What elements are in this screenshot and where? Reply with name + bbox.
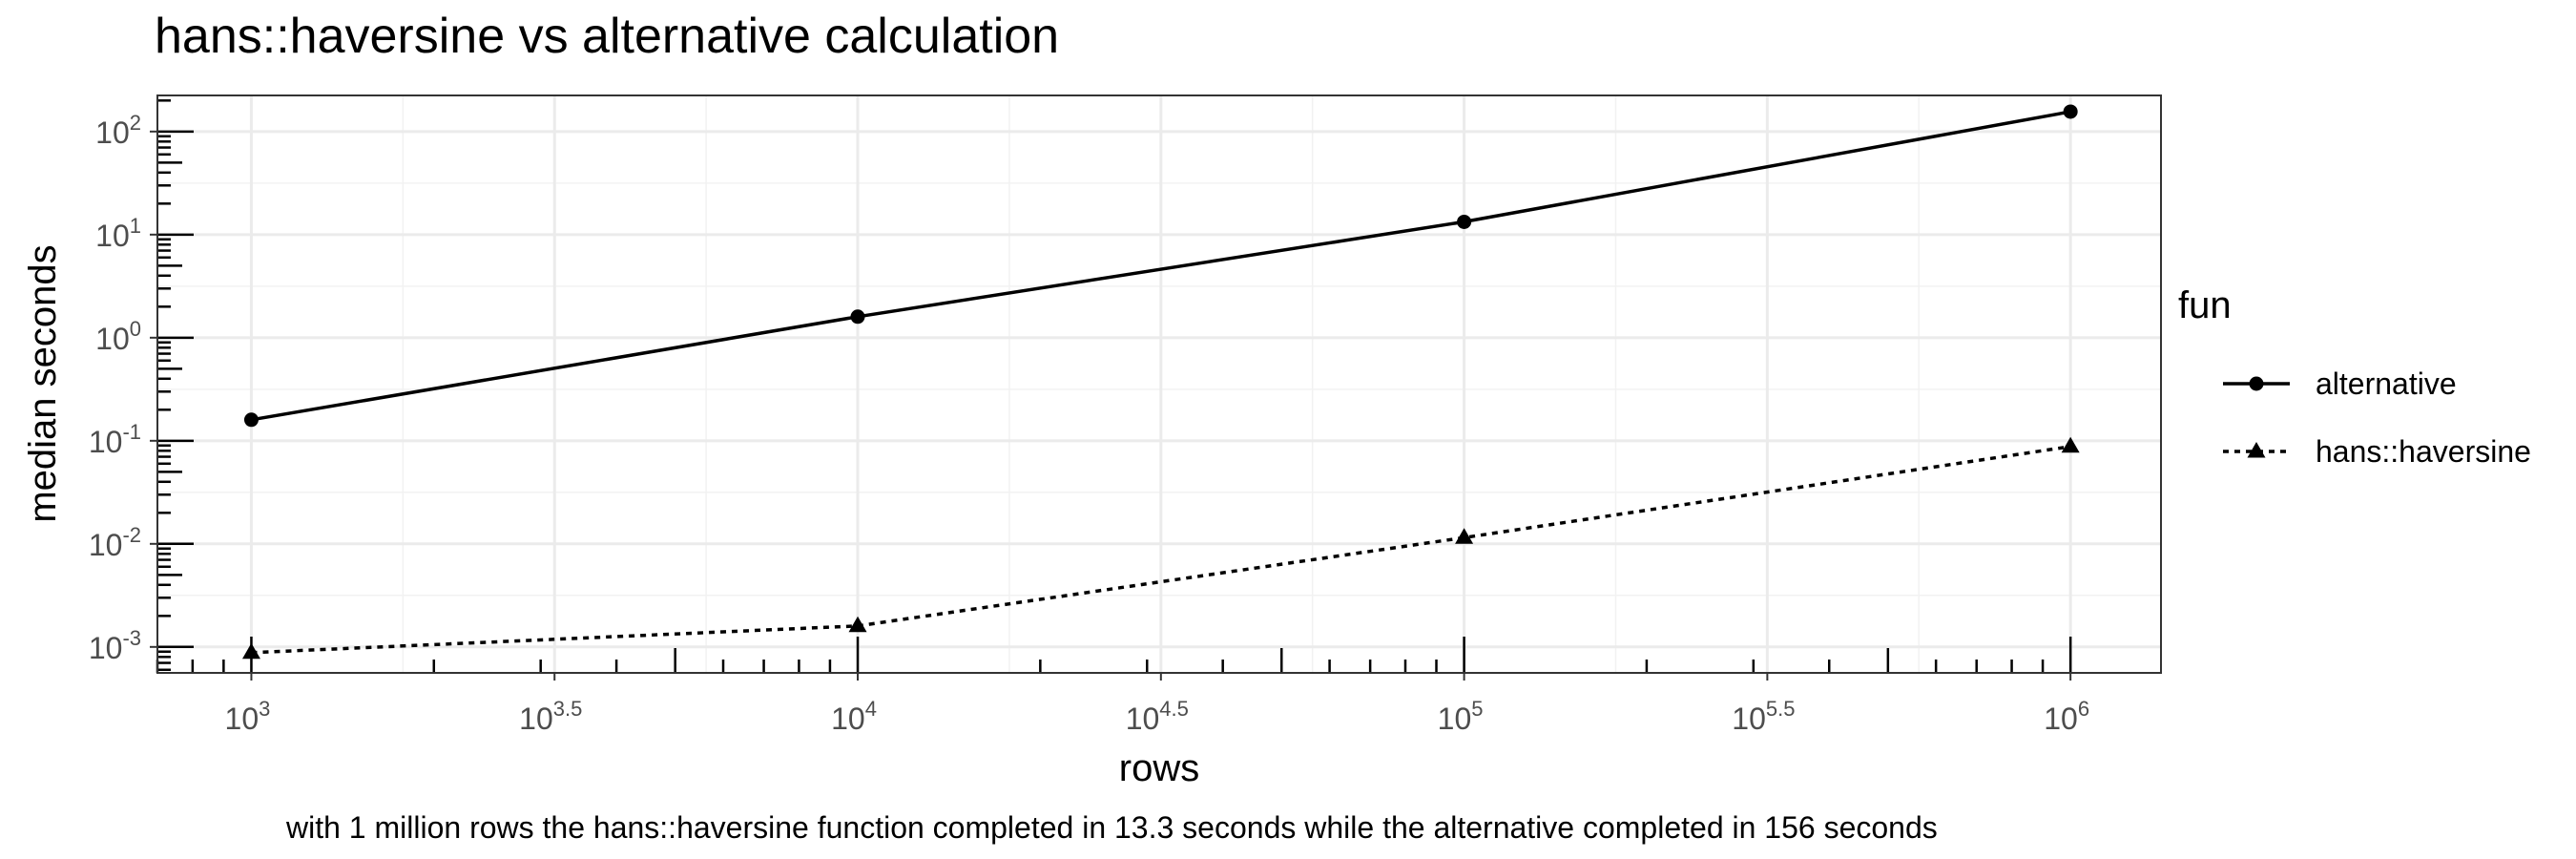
data-point [241, 642, 260, 660]
log-tick-rug [156, 99, 2072, 673]
data-point [1457, 214, 1472, 229]
legend-key-marker [2247, 442, 2266, 458]
panel-border [156, 94, 2162, 674]
y-tick-label: 100 [95, 317, 141, 356]
y-tick-label: 102 [95, 111, 141, 150]
data-point [243, 412, 259, 428]
y-tick-label: 10-2 [89, 523, 141, 562]
chart-caption: with 1 million rows the hans::haversine … [285, 810, 1938, 845]
data-point [2061, 436, 2080, 453]
grid-lines [157, 95, 2161, 673]
data-point [2063, 104, 2078, 119]
y-tick-label: 10-1 [89, 420, 141, 459]
x-axis-title: rows [1119, 747, 1199, 789]
y-tick-label: 101 [95, 214, 141, 253]
data-point [850, 309, 865, 325]
series-line-1 [251, 110, 2071, 422]
x-axis-ticks: 103 103.5 104 104.5 105 105.5 106 [225, 673, 2089, 736]
series-line-2 [251, 445, 2071, 655]
legend-label: alternative [2316, 367, 2457, 401]
x-tick-label: 104 [831, 697, 877, 736]
data-point [848, 616, 867, 633]
x-tick-label: 106 [2044, 697, 2089, 736]
x-tick-label: 105 [1438, 697, 1484, 736]
x-tick-label: 103.5 [519, 697, 582, 736]
data-point [1455, 528, 1474, 544]
y-tick-label: 10-3 [89, 626, 141, 665]
chart-title: hans::haversine vs alternative calculati… [155, 9, 1060, 64]
series-layer [241, 104, 2080, 660]
legend-title: fun [2178, 284, 2232, 326]
x-tick-label: 104.5 [1126, 697, 1189, 736]
x-tick-label: 105.5 [1732, 697, 1795, 736]
panel-background [157, 95, 2161, 673]
y-axis-ticks: 10-3 10-2 10-1 100 101 102 [89, 111, 157, 665]
x-tick-label: 103 [225, 697, 271, 736]
legend-label: hans::haversine [2316, 434, 2531, 469]
y-axis-title: median seconds [22, 244, 64, 522]
legend-key-marker [2249, 376, 2264, 391]
